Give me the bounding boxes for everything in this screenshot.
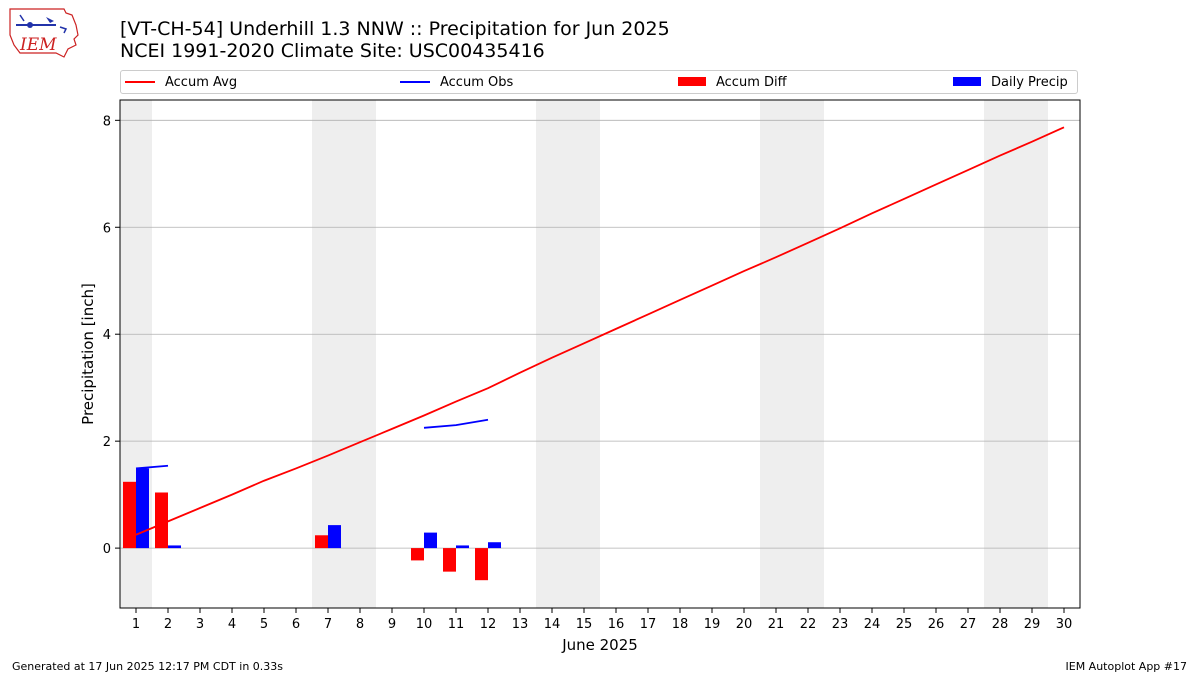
weekend-shade	[984, 100, 1048, 608]
accum-diff-bar	[155, 492, 168, 549]
iem-logo: IEM	[9, 8, 79, 58]
x-tick-label: 15	[576, 617, 593, 632]
daily-precip-bar	[328, 525, 341, 549]
daily-precip-bar	[488, 542, 501, 549]
x-tick-label: 30	[1056, 617, 1073, 632]
legend-swatch	[678, 77, 706, 86]
legend-item-accum-avg: Accum Avg	[125, 74, 237, 92]
y-axis-label: Precipitation [inch]	[79, 283, 97, 425]
x-tick-label: 18	[672, 617, 689, 632]
daily-precip-bar	[456, 545, 469, 549]
accum-obs-line	[423, 418, 489, 429]
x-tick-label: 24	[864, 617, 881, 632]
x-tick-label: 16	[608, 617, 625, 632]
x-tick-label: 27	[960, 617, 977, 632]
x-tick-label: 19	[704, 617, 721, 632]
x-tick-label: 5	[260, 617, 268, 632]
x-tick-label: 9	[388, 617, 396, 632]
x-axis-label: June 2025	[561, 636, 638, 654]
weekend-shade	[536, 100, 600, 608]
x-tick-label: 20	[736, 617, 753, 632]
x-tick-label: 10	[416, 617, 433, 632]
plot-frame	[119, 99, 1081, 609]
svg-text:IEM: IEM	[19, 35, 57, 55]
x-tick-label: 21	[768, 617, 785, 632]
x-tick-label: 28	[992, 617, 1009, 632]
x-tick-label: 14	[544, 617, 561, 632]
legend-swatch	[400, 80, 430, 83]
x-tick-label: 22	[800, 617, 817, 632]
x-tick-label: 17	[640, 617, 657, 632]
weekend-shade	[312, 100, 376, 608]
daily-precip-bar	[168, 545, 181, 549]
y-tick-label: 6	[103, 221, 111, 236]
generated-timestamp: Generated at 17 Jun 2025 12:17 PM CDT in…	[12, 660, 284, 673]
y-tick-label: 2	[103, 435, 111, 450]
x-tick-label: 2	[164, 617, 172, 632]
accum-diff-bar	[411, 548, 424, 561]
title-line-1: [VT-CH-54] Underhill 1.3 NNW :: Precipit…	[120, 18, 670, 40]
accum-avg-line	[135, 126, 1065, 536]
title-line-2: NCEI 1991-2020 Climate Site: USC00435416	[120, 40, 545, 62]
x-tick-label: 25	[896, 617, 913, 632]
legend-item-daily-precip: Daily Precip	[953, 74, 1068, 92]
legend-swatch	[125, 80, 155, 83]
accum-obs-line	[135, 464, 169, 470]
legend-item-accum-diff: Accum Diff	[678, 74, 787, 92]
chart-title: [VT-CH-54] Underhill 1.3 NNW :: Precipit…	[120, 18, 670, 62]
y-tick-label: 8	[103, 114, 111, 129]
chart-legend: Accum Avg Accum Obs Accum Diff Daily Pre…	[120, 70, 1078, 94]
x-tick-label: 23	[832, 617, 849, 632]
x-tick-label: 4	[228, 617, 236, 632]
x-tick-label: 3	[196, 617, 204, 632]
accum-diff-bar	[475, 548, 488, 581]
x-tick-label: 6	[292, 617, 300, 632]
daily-precip-bar	[424, 532, 437, 549]
x-tick-label: 26	[928, 617, 945, 632]
x-tick-label: 12	[480, 617, 497, 632]
x-tick-label: 7	[324, 617, 332, 632]
accum-diff-bar	[315, 535, 328, 549]
app-credit: IEM Autoplot App #17	[1065, 660, 1188, 673]
x-tick-label: 11	[448, 617, 465, 632]
y-tick-label: 0	[103, 542, 111, 557]
weekend-shade	[760, 100, 824, 608]
x-tick-label: 8	[356, 617, 364, 632]
legend-swatch	[953, 77, 981, 86]
x-tick-label: 13	[512, 617, 529, 632]
daily-precip-bar	[136, 468, 149, 549]
x-tick-label: 1	[132, 617, 140, 632]
legend-item-accum-obs: Accum Obs	[400, 74, 513, 92]
accum-diff-bar	[123, 481, 136, 549]
x-tick-label: 29	[1024, 617, 1041, 632]
y-tick-label: 4	[103, 328, 111, 343]
accum-diff-bar	[443, 548, 456, 572]
